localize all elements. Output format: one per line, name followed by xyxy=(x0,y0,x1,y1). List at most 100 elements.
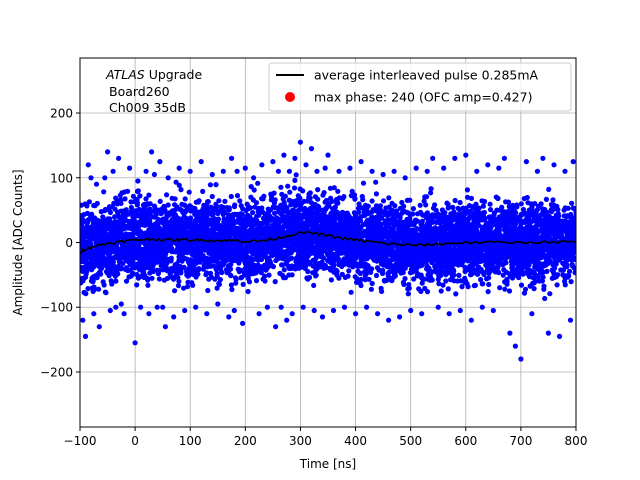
scatter-point xyxy=(85,286,91,292)
scatter-point xyxy=(168,255,174,261)
scatter-point xyxy=(162,207,168,213)
scatter-point xyxy=(486,281,492,288)
scatter-point xyxy=(345,273,351,279)
scatter-point xyxy=(109,281,115,287)
scatter-point xyxy=(358,282,364,289)
scatter-point xyxy=(369,198,375,204)
scatter-point xyxy=(240,281,246,287)
scatter-point xyxy=(115,271,121,277)
scatter-point xyxy=(481,209,487,216)
scatter-point xyxy=(306,274,313,281)
scatter-point xyxy=(237,198,243,204)
scatter-point xyxy=(172,288,178,294)
scatter-point xyxy=(182,196,188,202)
scatter-point xyxy=(176,278,182,284)
scatter-point xyxy=(130,258,136,264)
scatter-point xyxy=(313,272,319,278)
scatter-point xyxy=(90,278,96,284)
scatter-point xyxy=(300,188,306,194)
scatter-point xyxy=(186,189,192,195)
scatter-point xyxy=(307,195,313,201)
scatter-point xyxy=(369,266,375,272)
scatter-point xyxy=(424,289,431,295)
scatter-point xyxy=(341,194,347,200)
scatter-point xyxy=(164,275,171,281)
scatter-point xyxy=(232,202,238,208)
scatter-point xyxy=(187,215,194,221)
scatter-point xyxy=(101,282,107,288)
scatter-point xyxy=(246,279,253,285)
scatter-point xyxy=(366,276,372,282)
scatter-point xyxy=(282,193,288,199)
scatter-point xyxy=(185,279,191,285)
scatter-point xyxy=(251,187,257,193)
scatter-point xyxy=(190,282,196,288)
scatter-point xyxy=(481,198,488,205)
scatter-point xyxy=(261,193,267,199)
scatter-point xyxy=(250,210,256,216)
scatter-point xyxy=(99,265,105,271)
scatter-point xyxy=(401,203,407,209)
scatter-point xyxy=(401,281,407,287)
scatter-point xyxy=(379,288,385,294)
scatter-point xyxy=(229,286,235,293)
scatter-point xyxy=(402,276,408,282)
scatter-point xyxy=(157,198,163,204)
scatter-point xyxy=(288,255,295,261)
scatter-point xyxy=(328,277,334,283)
scatter-point xyxy=(120,261,126,267)
scatter-point xyxy=(172,196,178,202)
scatter-point xyxy=(348,289,354,295)
scatter-point xyxy=(178,268,184,274)
scatter-point xyxy=(487,207,494,213)
scatter-point xyxy=(227,266,233,272)
scatter-point xyxy=(480,281,486,287)
scatter-point xyxy=(207,182,213,188)
scatter-point xyxy=(253,200,260,206)
scatter-point xyxy=(281,267,287,273)
scatter-point xyxy=(272,197,278,203)
scatter-point xyxy=(227,272,234,278)
scatter-point xyxy=(150,268,156,275)
scatter-point xyxy=(100,214,106,220)
scatter-point xyxy=(266,272,272,278)
scatter-point xyxy=(222,198,228,204)
scatter-point xyxy=(210,211,216,217)
scatter-point xyxy=(156,267,162,274)
scatter-point xyxy=(118,197,124,203)
scatter-point xyxy=(293,172,299,178)
scatter-point xyxy=(83,291,89,297)
scatter-point xyxy=(145,282,151,288)
scatter-point xyxy=(406,285,412,291)
scatter-point xyxy=(315,187,321,193)
scatter-point xyxy=(417,202,423,208)
scatter-point xyxy=(134,196,140,202)
scatter-point xyxy=(480,203,486,209)
scatter-point xyxy=(468,195,474,201)
scatter-point xyxy=(234,193,241,199)
scatter-point xyxy=(245,288,251,295)
scatter-point xyxy=(184,284,191,290)
scatter-point xyxy=(360,197,366,203)
scatter-point xyxy=(164,192,170,198)
scatter-point xyxy=(271,190,277,196)
scatter-point xyxy=(429,277,435,283)
scatter-point xyxy=(397,214,403,221)
scatter-point xyxy=(147,201,153,207)
scatter-point xyxy=(321,190,327,196)
scatter-point xyxy=(110,259,116,265)
scatter-point xyxy=(438,288,444,294)
scatter-point xyxy=(134,282,140,288)
scatter-point xyxy=(204,270,210,276)
scatter-point xyxy=(465,284,471,290)
scatter-point xyxy=(205,287,211,294)
scatter-point xyxy=(453,291,459,297)
scatter-point xyxy=(291,185,298,191)
scatter-point xyxy=(123,207,129,213)
scatter-point xyxy=(428,186,434,192)
scatter-point xyxy=(373,272,380,279)
scatter-point xyxy=(297,195,303,201)
scatter-point xyxy=(365,203,371,209)
scatter-point xyxy=(214,273,220,280)
scatter-point xyxy=(113,278,119,284)
